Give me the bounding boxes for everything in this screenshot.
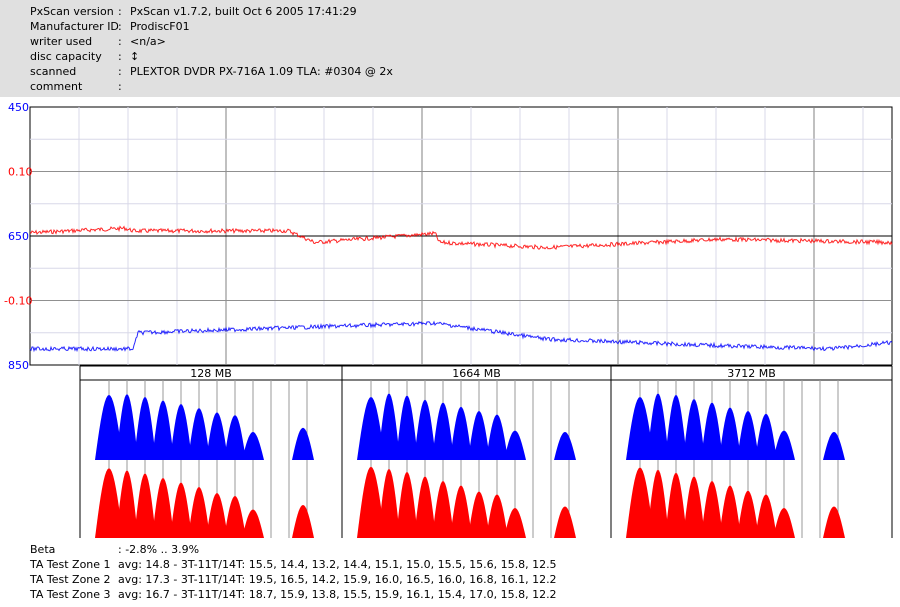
land-hump [396,395,418,460]
header-key: comment [30,80,83,93]
y-axis-label: 850 [8,359,29,372]
header-separator: : [118,20,122,33]
land-hump [188,408,210,460]
header-separator: : [118,65,122,78]
land-hump [737,411,759,460]
land-hump [823,432,845,460]
header-value: ↕ [130,50,140,63]
land-hump [701,402,723,460]
pit-hump [626,467,654,538]
scan-info-header: PxScan version: PxScan v1.7.2, built Oct … [0,0,900,97]
land-hump [486,414,508,460]
series-jitter [29,320,893,353]
land-hump [755,413,777,460]
land-hump [378,393,400,460]
zone-label: 1664 MB [452,367,501,380]
pit-hump [292,505,314,538]
y-axis-label: 650 [8,230,29,243]
result-key: TA Test Zone 3 [30,588,111,601]
pit-hump [701,481,723,538]
land-hump [224,415,246,460]
header-value: ProdiscF01 [130,20,190,33]
land-hump [719,407,741,460]
land-hump [170,404,192,460]
zone-label: 3712 MB [727,367,776,380]
header-separator: : [118,80,122,93]
header-value: PLEXTOR DVDR PX-716A 1.09 TLA: #0304 @ 2… [130,65,393,78]
result-value: avg: 16.7 - 3T-11T/14T: 18.7, 15.9, 13.8… [118,588,557,601]
land-hump [206,412,228,460]
y-axis-label: 0.10 [8,166,33,179]
land-hump [683,399,705,460]
header-key: writer used [30,35,93,48]
land-hump [414,399,436,460]
pit-hump [737,490,759,538]
pit-hump [152,478,174,538]
land-hump [152,400,174,460]
pit-hump [683,476,705,538]
pit-hump [468,491,490,538]
header-key: Manufacturer ID [30,20,119,33]
pit-hump [486,494,508,538]
land-hump [242,432,264,460]
zone-label: 128 MB [190,367,232,380]
pit-hump [116,470,138,538]
pit-hump [823,506,845,538]
header-value: PxScan v1.7.2, built Oct 6 2005 17:41:29 [130,5,357,18]
land-hump [95,394,123,460]
header-separator: : [118,50,122,63]
pit-hump [414,476,436,538]
pit-hump [665,472,687,538]
pit-hump [396,472,418,538]
result-value: avg: 17.3 - 3T-11T/14T: 19.5, 16.5, 14.2… [118,573,557,586]
pit-hump [554,506,576,538]
pit-hump [95,468,123,538]
pit-hump [242,509,264,538]
land-hump [357,397,385,460]
pit-hump [719,485,741,538]
pit-hump [755,494,777,538]
pit-hump [432,481,454,538]
result-value: : -2.8% .. 3.9% [118,543,200,556]
land-hump [626,397,654,460]
land-hump [647,393,669,460]
header-separator: : [118,35,122,48]
land-hump [773,430,795,460]
pit-hump [647,469,669,538]
header-key: disc capacity [30,50,102,63]
land-hump [292,427,314,460]
series-beta [29,225,893,250]
land-hump [432,402,454,460]
land-hump [134,397,156,460]
result-value: avg: 14.8 - 3T-11T/14T: 15.5, 14.4, 13.2… [118,558,557,571]
land-hump [468,411,490,460]
pit-hump [188,487,210,538]
header-separator: : [118,5,122,18]
pit-hump [170,482,192,538]
header-key: scanned [30,65,77,78]
pit-hump [450,485,472,538]
header-key: PxScan version [30,5,114,18]
result-key: TA Test Zone 2 [30,573,111,586]
land-hump [116,394,138,460]
land-hump [450,406,472,460]
pit-hump [357,466,385,538]
pit-hump [773,508,795,538]
pit-hump [224,496,246,538]
pit-hump [504,508,526,538]
header-value: <n/a> [130,35,166,48]
pit-hump [134,473,156,538]
pit-hump [206,493,228,538]
land-hump [554,432,576,460]
y-axis-label: -0.10 [4,295,32,308]
result-key: Beta [30,543,56,556]
scan-plot: 450 0.10 650 -0.10 850 128 MB 1664 MB 3712 MB [4,101,893,538]
land-hump [504,430,526,460]
pit-hump [378,469,400,538]
y-axis-label: 450 [8,101,29,114]
result-key: TA Test Zone 1 [30,558,111,571]
land-hump [665,394,687,460]
